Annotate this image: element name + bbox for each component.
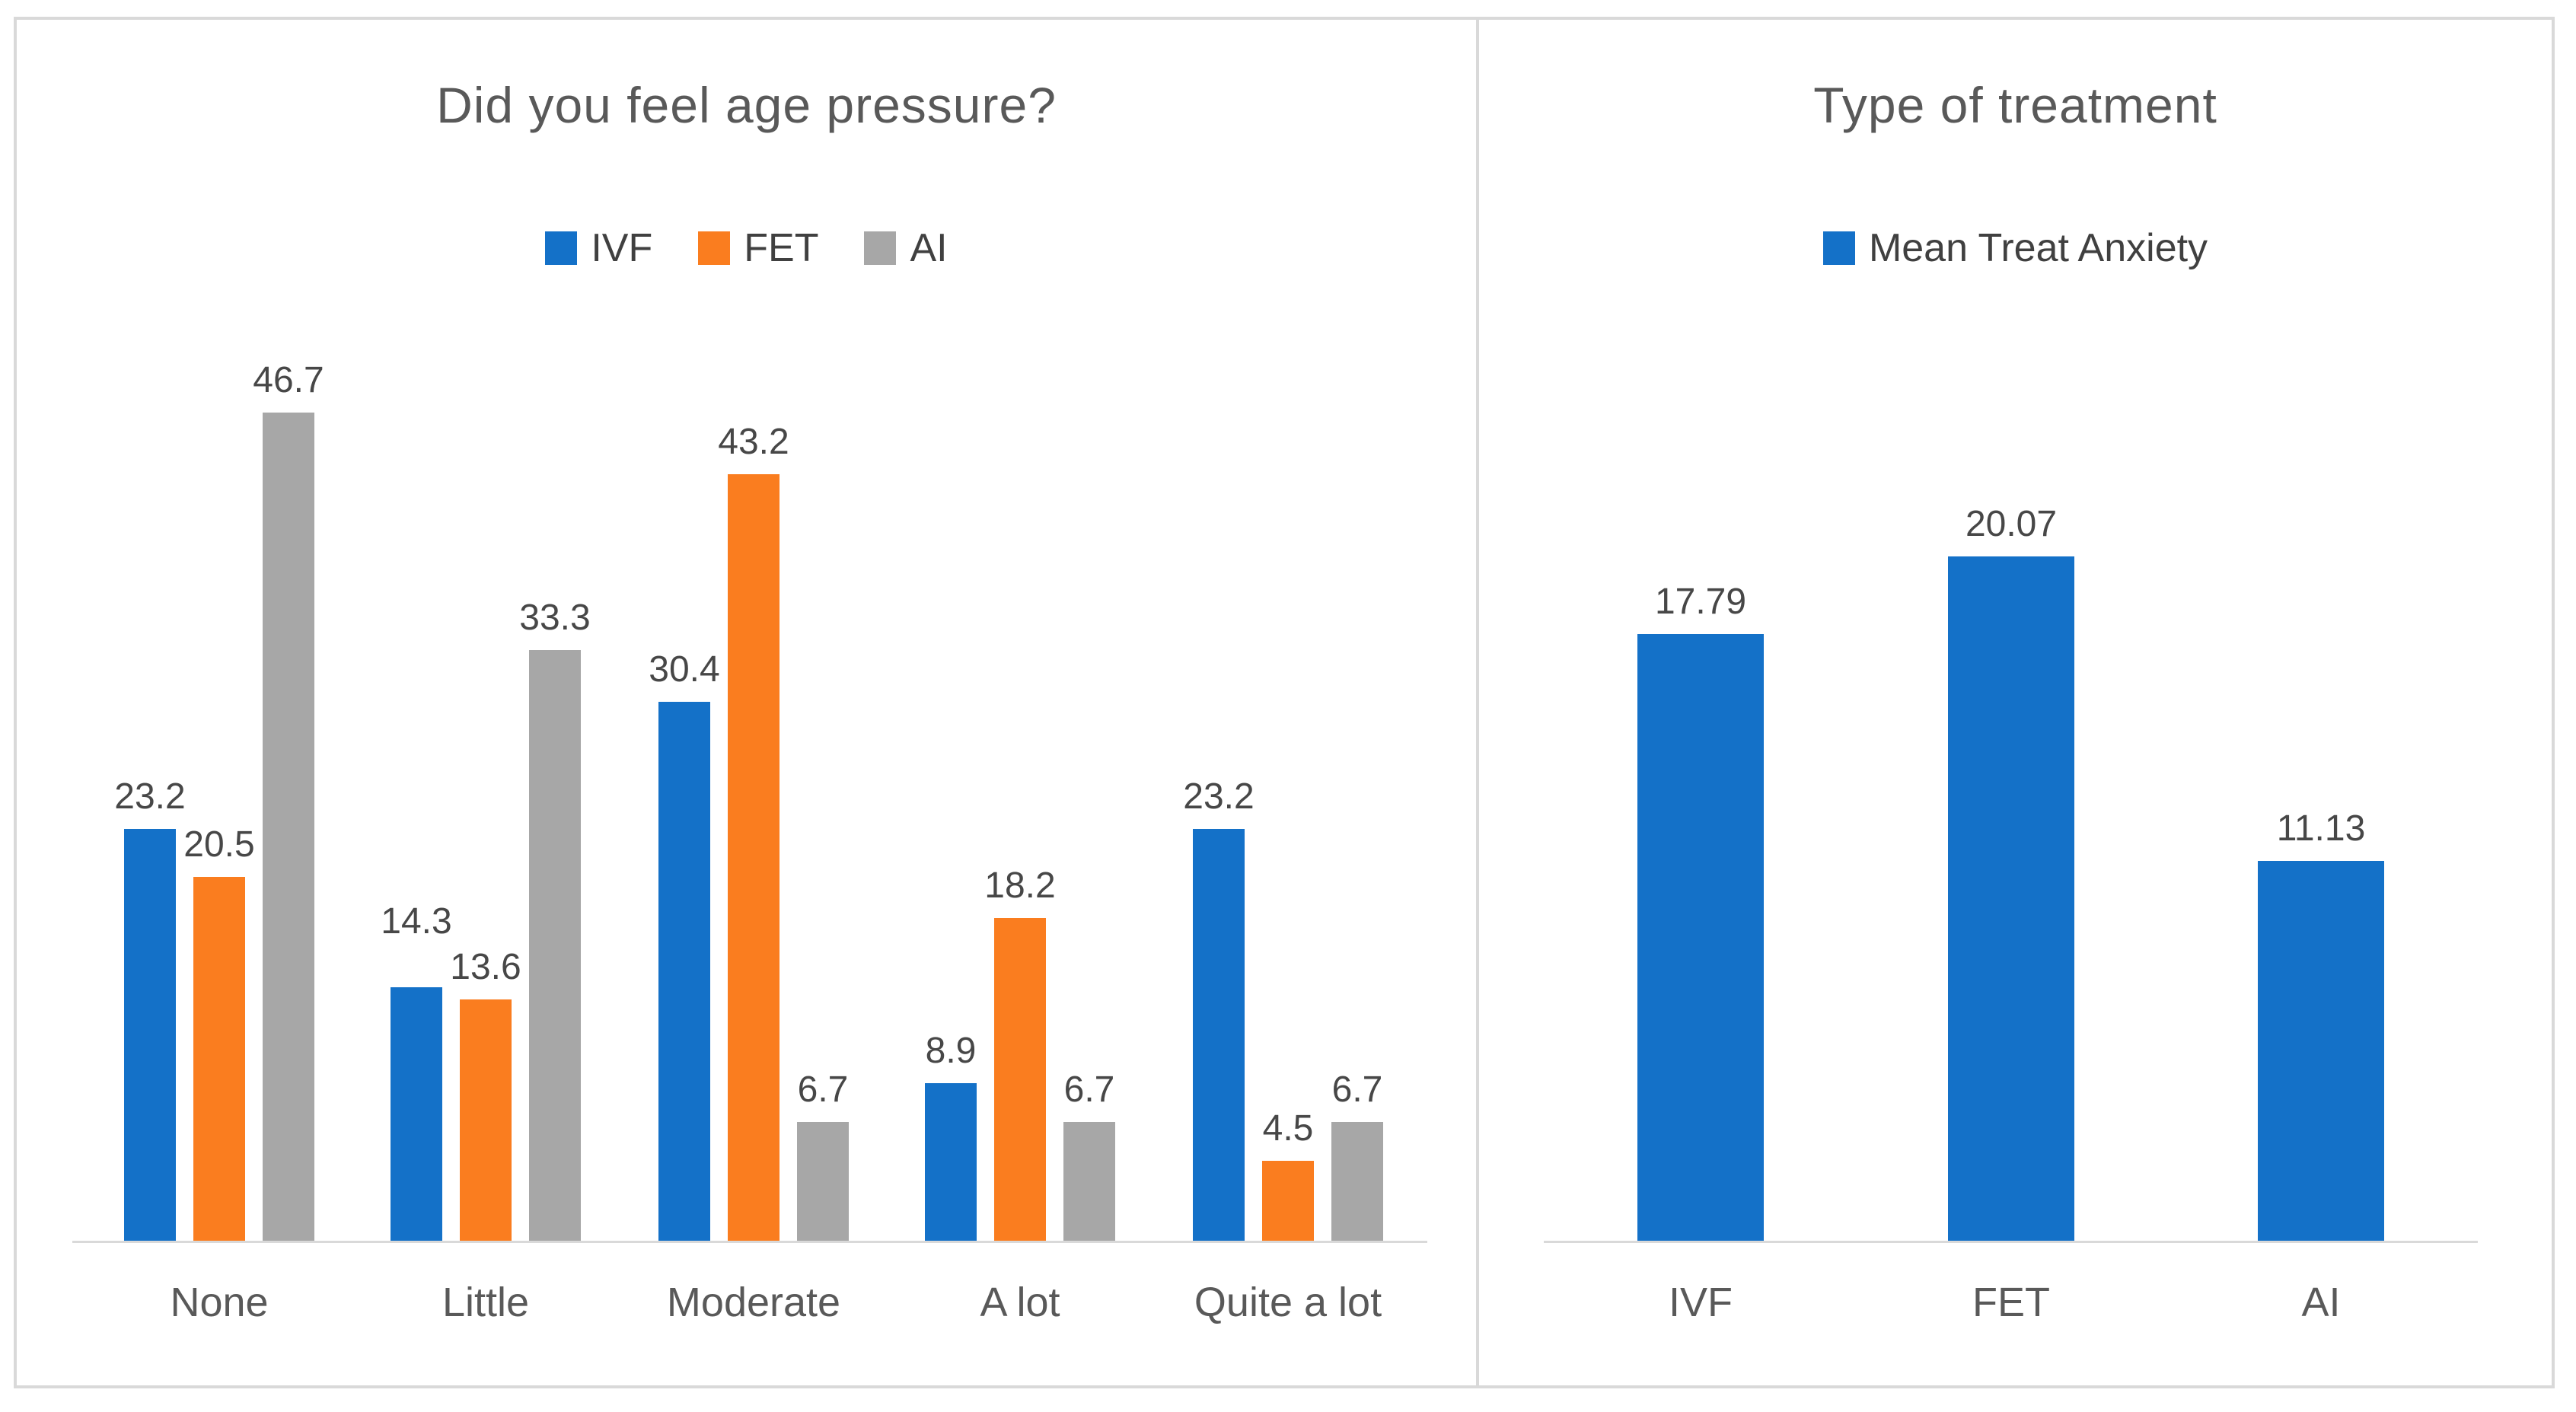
bar-data-label: 8.9 (925, 1031, 977, 1071)
bar-ai-a-lot (1063, 1122, 1115, 1241)
bar-ai-little (529, 650, 581, 1241)
plot-area-age-pressure: 23.2 20.5 46.7 None 14.3 13.6 33.3 Little 30.4 43… (17, 20, 1476, 1385)
bar-data-label: 14.3 (381, 901, 452, 942)
chart-title-age-pressure: Did you feel age pressure? (436, 77, 1057, 133)
category-label-none: None (170, 1280, 269, 1325)
bar-fet-moderate (728, 474, 779, 1241)
bar-mean-treat-anxiety-ivf (1637, 634, 1764, 1241)
legend-swatch-icon (1822, 231, 1855, 265)
panel-divider (1476, 20, 1479, 1385)
x-axis-line (72, 1241, 1427, 1243)
legend-label: Mean Treat Anxiety (1868, 226, 2208, 270)
bar-data-label: 33.3 (519, 598, 591, 638)
bar-data-label: 6.7 (797, 1069, 849, 1110)
legend-label: IVF (591, 226, 653, 270)
category-label-ivf: IVF (1668, 1280, 1733, 1325)
bar-ivf-a-lot (925, 1083, 977, 1241)
legend-item-ai: AI (864, 226, 948, 270)
bar-data-label: 30.4 (649, 649, 720, 690)
bar-ivf-none (124, 829, 176, 1241)
bar-ai-quite-a-lot (1331, 1122, 1383, 1241)
legend-swatch-icon (698, 231, 731, 265)
category-label-quite-a-lot: Quite a lot (1194, 1280, 1382, 1325)
bar-fet-a-lot (994, 918, 1046, 1241)
bar-fet-none (193, 877, 245, 1241)
category-label-a-lot: A lot (980, 1280, 1060, 1325)
bar-data-label: 23.2 (114, 776, 186, 817)
bar-ivf-little (391, 987, 442, 1241)
bar-mean-treat-anxiety-ai (2258, 861, 2384, 1241)
category-label-fet: FET (1972, 1280, 2050, 1325)
legend-item-mean-treat-anxiety: Mean Treat Anxiety (1822, 226, 2208, 270)
bar-data-label: 43.2 (718, 422, 789, 462)
legend-label: FET (744, 226, 819, 270)
bar-data-label: 20.07 (1965, 504, 2058, 544)
bar-ivf-moderate (658, 702, 710, 1241)
bar-ai-moderate (797, 1122, 849, 1241)
chart-treatment-type: Type of treatment Mean Treat Anxiety 17.… (1479, 20, 2552, 1385)
bar-ivf-quite-a-lot (1193, 829, 1245, 1241)
figure-frame: Did you feel age pressure? IVF FET AI 23.2… (14, 17, 2555, 1388)
legend-item-fet: FET (698, 228, 818, 268)
x-axis-line (1544, 1241, 2478, 1243)
bar-ai-none (263, 413, 314, 1241)
bar-mean-treat-anxiety-fet (1948, 556, 2074, 1241)
bar-data-label: 6.7 (1331, 1069, 1383, 1110)
legend-label: AI (910, 226, 948, 270)
bar-data-label: 18.2 (984, 865, 1056, 906)
chart-age-pressure: Did you feel age pressure? IVF FET AI 23.2… (17, 20, 1476, 1385)
bar-data-label: 13.6 (450, 947, 521, 987)
chart-title-treatment-type: Type of treatment (1813, 77, 2217, 133)
category-label-little: Little (442, 1280, 530, 1325)
legend-age-pressure: IVF FET AI (17, 228, 1476, 268)
plot-area-treatment-type: 17.79 IVF 20.07 FET 11.13 AI (1479, 20, 2552, 1385)
bar-data-label: 20.5 (183, 824, 255, 865)
bar-fet-quite-a-lot (1262, 1161, 1314, 1241)
category-label-ai: AI (2301, 1280, 2341, 1325)
bar-data-label: 11.13 (2276, 808, 2366, 849)
bar-data-label: 23.2 (1183, 776, 1255, 817)
legend-treatment-type: Mean Treat Anxiety (1479, 228, 2552, 268)
category-label-moderate: Moderate (666, 1280, 841, 1325)
legend-swatch-icon (864, 231, 897, 265)
bar-fet-little (460, 999, 512, 1241)
legend-item-ivf: IVF (545, 228, 652, 268)
legend-swatch-icon (545, 231, 578, 265)
bar-data-label: 46.7 (253, 360, 324, 400)
bar-data-label: 17.79 (1654, 582, 1747, 622)
bar-data-label: 6.7 (1063, 1069, 1115, 1110)
bar-data-label: 4.5 (1262, 1108, 1314, 1149)
